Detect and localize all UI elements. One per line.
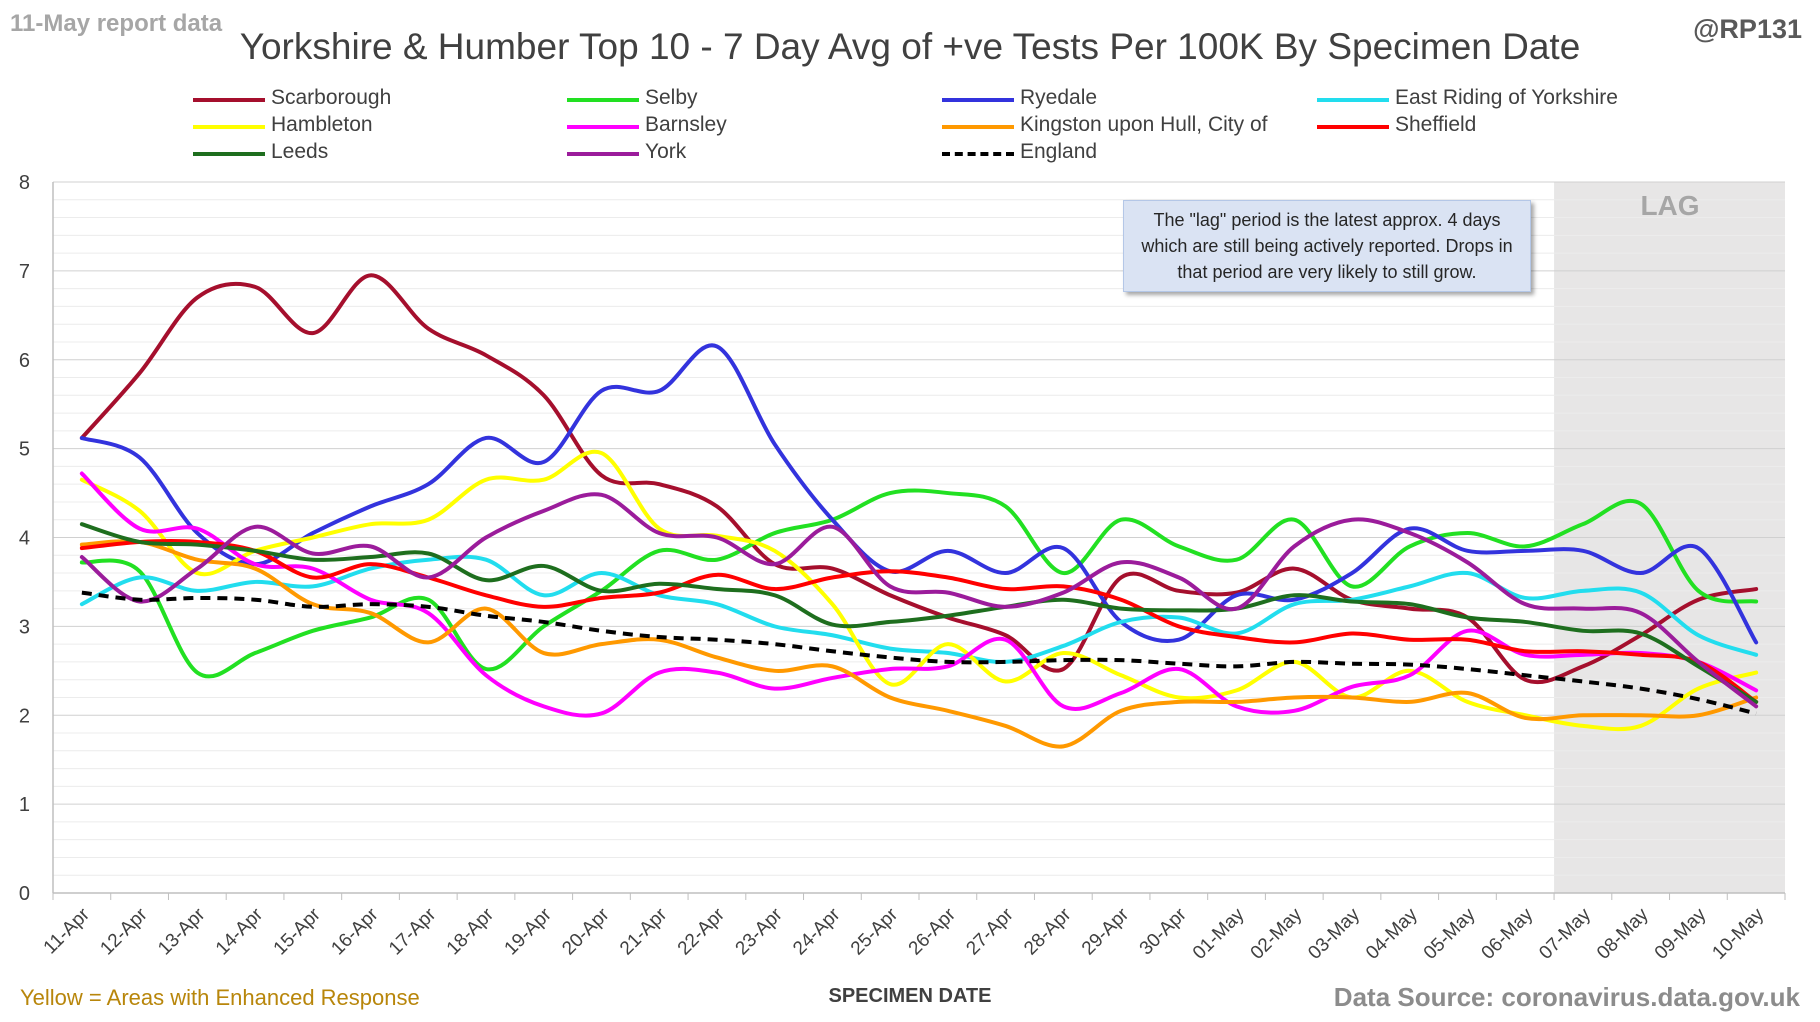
report-date-label: 11-May report data (10, 10, 223, 37)
x-tick-label: 20-Apr (558, 904, 614, 960)
x-tick-label: 09-May (1651, 904, 1711, 964)
legend-swatch (193, 152, 265, 156)
legend-label: Scarborough (271, 86, 392, 109)
x-tick-label: 21-Apr (616, 904, 672, 960)
x-tick-label: 13-Apr (154, 904, 210, 960)
x-tick-label: 15-Apr (270, 904, 326, 960)
series-line-sheffield (79, 538, 1759, 704)
legend-label: Selby (645, 86, 698, 109)
legend-swatch (1317, 125, 1389, 129)
x-tick-label: 26-Apr (905, 904, 961, 960)
x-tick-label: 08-May (1593, 904, 1653, 964)
series-line-selby (79, 488, 1759, 679)
y-tick-label: 8 (19, 172, 30, 194)
legend-label: Ryedale (1020, 86, 1098, 109)
x-tick-label: 24-Apr (789, 904, 845, 960)
legend-label: Hambleton (271, 113, 373, 136)
y-tick-label: 7 (19, 261, 30, 283)
legend-swatch (942, 125, 1014, 129)
series-line-barnsley (79, 471, 1759, 718)
x-tick-label: 25-Apr (847, 904, 903, 960)
x-tick-label: 03-May (1304, 904, 1364, 964)
x-tick-label: 28-Apr (1020, 904, 1076, 960)
legend-label: York (645, 140, 687, 163)
y-tick-label: 0 (19, 883, 30, 905)
x-tick-label: 18-Apr (443, 904, 499, 960)
x-tick-label: 04-May (1362, 904, 1422, 964)
x-tick-label: 23-Apr (732, 904, 788, 960)
legend-swatch (942, 152, 1014, 156)
legend-swatch (942, 98, 1014, 102)
x-tick-label: 11-Apr (40, 904, 95, 959)
x-tick-label: 19-Apr (501, 904, 557, 960)
series-line-ryedale (79, 343, 1759, 645)
y-tick-label: 4 (19, 528, 30, 550)
series-line-hambleton (79, 449, 1759, 732)
x-axis-title: SPECIMEN DATE (828, 985, 992, 1007)
legend-label: England (1020, 140, 1098, 163)
legend-label: Kingston upon Hull, City of (1020, 113, 1268, 136)
legend-swatch (193, 125, 265, 129)
x-tick-label: 14-Apr (212, 904, 268, 960)
enhanced-response-note: Yellow = Areas with Enhanced Response (20, 985, 420, 1010)
legend-swatch (1317, 98, 1389, 102)
author-handle: @RP131 (1693, 14, 1802, 44)
y-tick-label: 5 (19, 439, 30, 461)
y-tick-label: 1 (19, 794, 30, 816)
series-line-east-riding-of-yorkshire (79, 554, 1759, 664)
x-tick-label: 30-Apr (1136, 904, 1192, 960)
data-source: Data Source: coronavirus.data.gov.uk (1333, 982, 1800, 1012)
legend-label: Leeds (271, 140, 329, 163)
series-line-york (79, 492, 1759, 709)
x-tick-label: 12-Apr (96, 904, 152, 960)
x-tick-label: 27-Apr (962, 904, 1018, 960)
y-tick-label: 3 (19, 616, 30, 638)
x-tick-label: 06-May (1478, 904, 1538, 964)
x-tick-label: 05-May (1420, 904, 1480, 964)
x-tick-label: 01-May (1189, 904, 1249, 964)
x-tick-label: 22-Apr (674, 904, 730, 960)
x-tick-label: 02-May (1247, 904, 1307, 964)
legend-label: Barnsley (645, 113, 727, 136)
legend-swatch (193, 98, 265, 102)
lag-label: LAG (1640, 190, 1700, 221)
x-tick-label: 10-May (1709, 904, 1769, 964)
legend-swatch (567, 152, 639, 156)
legend-label: Sheffield (1395, 113, 1477, 136)
y-tick-label: 2 (19, 705, 30, 727)
x-tick-label: 07-May (1535, 904, 1595, 964)
x-tick-label: 29-Apr (1078, 904, 1134, 960)
legend-swatch (567, 125, 639, 129)
chart-title: Yorkshire & Humber Top 10 - 7 Day Avg of… (239, 26, 1581, 67)
series-line-england (81, 590, 1757, 716)
series-line-leeds (79, 522, 1759, 704)
series-line-kingston-upon-hull-city-of (79, 539, 1759, 749)
legend-label: East Riding of Yorkshire (1395, 86, 1618, 109)
legend-swatch (567, 98, 639, 102)
y-tick-label: 6 (19, 350, 30, 372)
x-tick-label: 17-Apr (385, 904, 441, 960)
x-tick-label: 16-Apr (327, 904, 383, 960)
lag-annotation-box: The "lag" period is the latest approx. 4… (1123, 200, 1531, 292)
